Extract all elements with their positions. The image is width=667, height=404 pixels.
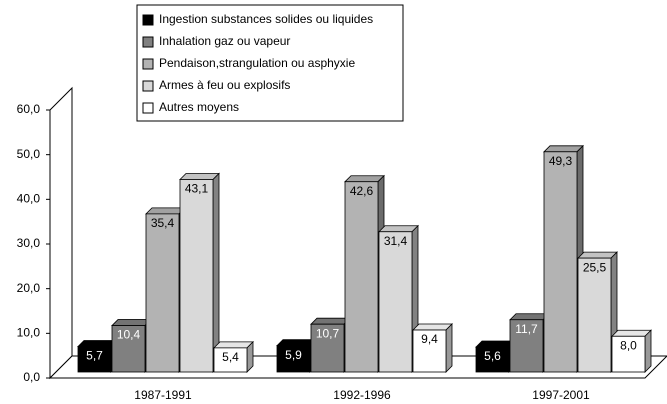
- legend-swatch: [142, 58, 154, 70]
- x-tick-label: 1997-2001: [532, 388, 590, 402]
- legend-swatch: [142, 80, 154, 92]
- bar-face: [111, 325, 146, 373]
- data-label: 10,4: [117, 328, 141, 342]
- bar-face: [310, 317, 351, 325]
- data-label: 31,4: [384, 234, 408, 248]
- bar: [145, 206, 186, 373]
- bar: [611, 329, 652, 373]
- bar-face: [475, 340, 516, 348]
- left-wall: [49, 86, 73, 380]
- bar-face: [145, 207, 186, 215]
- y-tick-label: 60,0: [17, 102, 41, 116]
- data-label: 43,1: [185, 182, 209, 196]
- data-label: 5,9: [285, 348, 302, 362]
- data-label: 8,0: [620, 338, 637, 352]
- bar-face: [412, 323, 453, 331]
- data-label: 5,7: [86, 349, 103, 363]
- bar: [378, 224, 419, 373]
- data-label: 42,6: [350, 184, 374, 198]
- data-label: 10,7: [316, 326, 340, 340]
- bar-face: [276, 345, 311, 373]
- bar-face: [577, 257, 612, 373]
- bar: [543, 144, 584, 373]
- bar-face: [509, 319, 544, 373]
- bar-face: [475, 346, 510, 373]
- y-tick-label: 10,0: [17, 326, 41, 340]
- legend-label: Armes à feu ou explosifs: [159, 78, 290, 92]
- legend-swatch: [142, 14, 154, 26]
- legend-label: Autres moyens: [159, 100, 239, 114]
- legend-label: Ingestion substances solides ou liquides: [159, 12, 373, 26]
- bar-face: [77, 340, 118, 347]
- data-label: 35,4: [151, 216, 175, 230]
- legend-label: Inhalation gaz ou vapeur: [159, 34, 290, 48]
- bar: [213, 340, 254, 373]
- bar-face: [310, 323, 345, 373]
- bar-face: [145, 213, 180, 373]
- y-tick-label: 40,0: [17, 192, 41, 206]
- bar: [412, 323, 453, 373]
- bar-face: [611, 335, 646, 373]
- bar-face: [543, 145, 584, 153]
- bar-face: [111, 319, 152, 326]
- data-label: 5,4: [222, 350, 239, 364]
- bar-face: [179, 179, 214, 373]
- bar-face: [276, 339, 317, 347]
- bar-face: [378, 225, 419, 233]
- y-tick-label: 0,0: [23, 370, 40, 384]
- data-label: 9,4: [421, 332, 438, 346]
- bar: [179, 172, 220, 373]
- bar-face: [509, 313, 550, 321]
- bar: [344, 174, 385, 373]
- bar-face: [344, 181, 379, 373]
- legend-swatch: [142, 36, 154, 48]
- y-tick-label: 30,0: [17, 236, 41, 250]
- legend-box: [136, 4, 404, 122]
- bar-face: [611, 329, 652, 337]
- bar-face: [179, 173, 220, 180]
- data-label: 11,7: [515, 322, 538, 336]
- data-label: 25,5: [583, 260, 607, 274]
- bar-face: [378, 231, 413, 373]
- bar-face: [543, 151, 578, 373]
- bar: [475, 340, 516, 373]
- legend-swatch: [142, 102, 154, 114]
- data-label: 49,3: [549, 154, 573, 168]
- bar-face: [577, 251, 618, 259]
- bar-face: [344, 175, 385, 183]
- bar-face: [212, 172, 220, 373]
- x-tick-label: 1992-1996: [333, 388, 391, 402]
- data-label: 5,6: [484, 349, 501, 363]
- y-tick-label: 50,0: [17, 147, 41, 161]
- x-tick-label: 1987-1991: [134, 388, 192, 402]
- bar-face: [77, 346, 112, 373]
- bar-face: [213, 341, 254, 349]
- legend-label: Pendaison,strangulation ou asphyxie: [159, 56, 355, 70]
- bar-face: [213, 347, 248, 373]
- y-tick-label: 20,0: [17, 281, 41, 295]
- bar-face: [445, 323, 453, 373]
- bar-face: [412, 329, 447, 373]
- bar-face: [644, 329, 652, 373]
